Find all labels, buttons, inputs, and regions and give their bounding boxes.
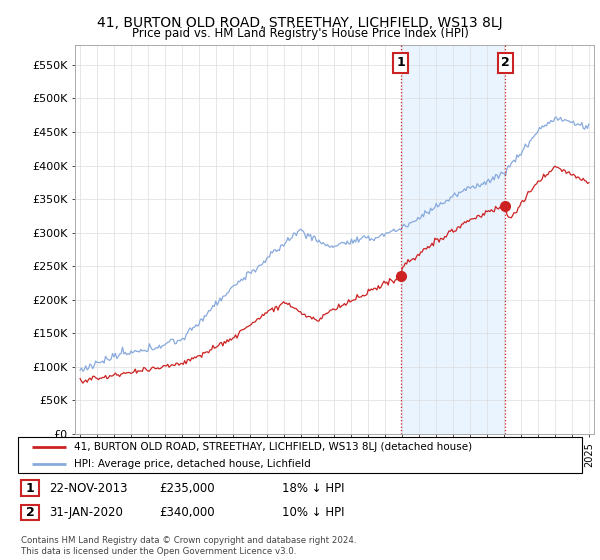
Text: £235,000: £235,000 <box>159 482 215 495</box>
Text: 1: 1 <box>396 57 405 69</box>
Text: 10% ↓ HPI: 10% ↓ HPI <box>282 506 344 519</box>
Text: Price paid vs. HM Land Registry's House Price Index (HPI): Price paid vs. HM Land Registry's House … <box>131 27 469 40</box>
Text: 41, BURTON OLD ROAD, STREETHAY, LICHFIELD, WS13 8LJ: 41, BURTON OLD ROAD, STREETHAY, LICHFIEL… <box>97 16 503 30</box>
Text: 2: 2 <box>26 506 34 519</box>
Text: 22-NOV-2013: 22-NOV-2013 <box>49 482 128 495</box>
FancyBboxPatch shape <box>18 437 582 473</box>
Text: 2: 2 <box>501 57 510 69</box>
Text: HPI: Average price, detached house, Lichfield: HPI: Average price, detached house, Lich… <box>74 459 311 469</box>
Text: 31-JAN-2020: 31-JAN-2020 <box>49 506 123 519</box>
Text: 18% ↓ HPI: 18% ↓ HPI <box>282 482 344 495</box>
Text: 41, BURTON OLD ROAD, STREETHAY, LICHFIELD, WS13 8LJ (detached house): 41, BURTON OLD ROAD, STREETHAY, LICHFIEL… <box>74 442 473 452</box>
Text: £340,000: £340,000 <box>159 506 215 519</box>
Text: Contains HM Land Registry data © Crown copyright and database right 2024.
This d: Contains HM Land Registry data © Crown c… <box>21 536 356 556</box>
Text: 1: 1 <box>26 482 34 495</box>
